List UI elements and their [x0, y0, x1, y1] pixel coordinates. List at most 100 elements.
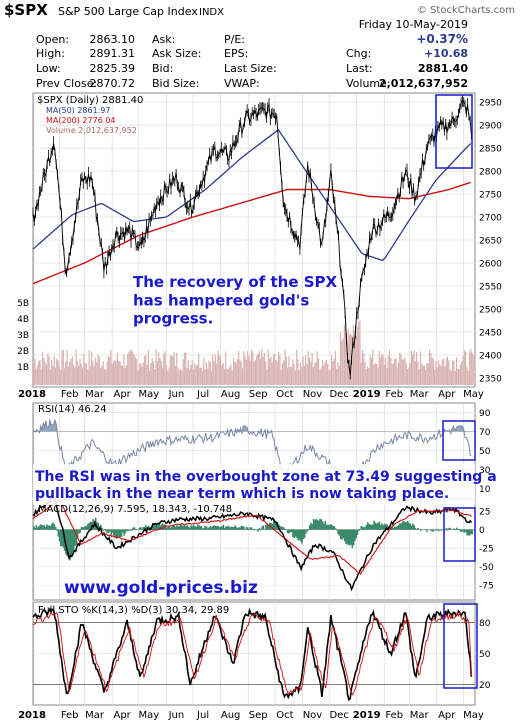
volume-bar	[87, 369, 89, 385]
volume-bar	[113, 361, 115, 385]
x-axis-label: May	[138, 389, 159, 400]
volume-bar	[141, 366, 143, 385]
volume-bar	[73, 364, 75, 385]
price-y-tick: 2900	[479, 122, 502, 132]
volume-bar	[208, 360, 210, 385]
volume-bar	[220, 356, 222, 385]
macd-histogram-bar	[257, 529, 259, 532]
macd-histogram-bar	[134, 528, 137, 530]
macd-histogram-bar	[92, 519, 94, 530]
ma50-line	[32, 128, 472, 262]
volume-bar	[127, 354, 129, 385]
open-label: Open:	[36, 33, 69, 46]
volume-bar	[333, 358, 335, 385]
volume-bar	[361, 350, 363, 385]
volume-bar	[258, 350, 260, 385]
volume-bar	[416, 352, 418, 385]
macd-histogram-bar	[296, 529, 298, 538]
macd-histogram-bar	[49, 526, 52, 530]
macd-histogram-bar	[129, 529, 132, 531]
volume-bar	[269, 358, 271, 385]
volume-bar	[106, 361, 108, 385]
x-axis-label: Apr	[113, 389, 131, 400]
low-value: 2825.39	[90, 62, 136, 75]
macd-histogram-bar	[454, 529, 457, 531]
macd-histogram-bar	[356, 529, 359, 535]
volume-bar	[288, 356, 290, 385]
volume-bar	[176, 352, 178, 385]
volume-bar	[80, 363, 82, 385]
volume-bar	[413, 350, 415, 385]
macd-y-tick: -75	[479, 582, 494, 592]
macd-signal-line	[32, 499, 472, 576]
macd-histogram-bar	[448, 528, 450, 530]
macd-histogram-bar	[312, 518, 315, 530]
volume-bar	[262, 357, 264, 385]
macd-histogram-bar	[103, 529, 106, 530]
volume-bar	[252, 351, 254, 385]
volume-bar	[403, 359, 405, 385]
volume-bar	[330, 354, 333, 385]
volume-bar	[348, 334, 351, 385]
volume-bar	[192, 369, 195, 385]
macd-histogram-bar	[118, 529, 120, 538]
volume-bar	[263, 352, 265, 385]
x-axis-label: Mar	[410, 710, 430, 721]
rsi-y-tick: 10	[479, 485, 491, 495]
macd-histogram-bar	[119, 529, 121, 538]
volume-bar	[301, 367, 303, 385]
macd-histogram-bar	[155, 524, 158, 530]
volume-bar	[244, 356, 246, 385]
macd-histogram-bar	[69, 529, 71, 561]
macd-histogram-bar	[223, 528, 226, 530]
header-background	[0, 0, 520, 92]
volume-tick: 2B	[17, 347, 29, 357]
x-axis-label: 2019	[353, 389, 381, 400]
macd-histogram-bar	[358, 529, 360, 531]
volume-bar	[302, 356, 304, 385]
bid-size-label: Bid Size:	[152, 77, 199, 90]
macd-histogram-bar	[131, 529, 133, 531]
volume-bar	[325, 359, 327, 385]
macd-histogram-bar	[444, 529, 446, 531]
macd-histogram-bar	[132, 527, 134, 530]
volume-bar	[459, 364, 461, 385]
macd-histogram-bar	[73, 529, 75, 551]
macd-histogram-bar	[367, 522, 369, 530]
x-axis-label: Jun	[168, 389, 185, 400]
macd-histogram-bar	[419, 529, 422, 531]
volume-bar	[350, 333, 352, 385]
volume-bar	[412, 354, 414, 385]
volume-bar	[283, 360, 285, 385]
volume-bar	[248, 356, 250, 385]
volume-bar	[377, 367, 379, 385]
macd-histogram-bar	[272, 520, 275, 530]
volume-value: 2,012,637,952	[379, 77, 468, 90]
index-name: S&P 500 Large Cap Index	[58, 5, 198, 18]
x-axis-label: 2019	[353, 710, 381, 721]
volume-bar	[405, 362, 407, 385]
volume-bar	[75, 349, 77, 385]
macd-histogram-bar	[71, 529, 74, 555]
macd-histogram-bar	[325, 524, 328, 530]
volume-bar	[309, 357, 311, 385]
macd-histogram-bar	[283, 527, 285, 530]
macd-histogram-bar	[230, 526, 232, 530]
volume-bar	[118, 361, 120, 385]
volume-bar	[279, 355, 281, 385]
volume-bar	[74, 367, 76, 385]
macd-histogram-bar	[306, 529, 308, 532]
volume-bar	[407, 369, 409, 385]
quote-grid: Open: 2863.10 High: 2891.31 Low: 2825.39…	[36, 33, 468, 90]
x-axis-label: Nov	[303, 389, 323, 400]
volume-bar	[190, 364, 192, 385]
volume-tick: 4B	[17, 315, 29, 325]
volume-bar	[98, 356, 100, 385]
volume-bar	[234, 361, 236, 385]
volume-bar	[136, 358, 138, 385]
macd-histogram-bar	[234, 525, 236, 530]
volume-bar	[358, 321, 360, 385]
x-axis-label: Feb	[385, 710, 403, 721]
macd-histogram-bar	[290, 529, 293, 533]
volume-bar	[445, 358, 447, 385]
